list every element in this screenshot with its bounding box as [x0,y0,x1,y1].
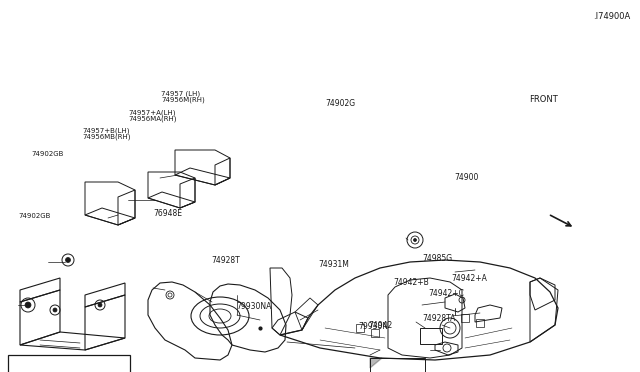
Text: FRONT: FRONT [529,95,557,104]
Text: 74902GB: 74902GB [32,151,64,157]
Bar [476,319,484,327]
Bar [461,314,469,322]
Text: 74942+A: 74942+A [451,274,487,283]
Bar [420,328,442,344]
Bar [371,329,379,337]
Text: 74942+C: 74942+C [429,289,465,298]
Text: 74957 (LH): 74957 (LH) [161,90,200,97]
Text: 74942: 74942 [368,321,392,330]
Text: 74928TA: 74928TA [422,314,456,323]
Circle shape [53,308,57,312]
Circle shape [98,303,102,307]
Text: 74956MA(RH): 74956MA(RH) [128,115,177,122]
Text: 79930N: 79930N [358,322,388,331]
Polygon shape [370,358,382,368]
Text: 74900: 74900 [454,173,479,182]
Text: 74931M: 74931M [319,260,349,269]
Bar [370,358,425,372]
Text: 76948E: 76948E [154,209,182,218]
Text: 74957+A(LH): 74957+A(LH) [128,109,175,116]
Bar [356,324,364,332]
Text: 74902G: 74902G [325,99,355,108]
Text: 79930NA: 79930NA [237,302,272,311]
Bar [8,355,130,372]
Circle shape [25,302,31,308]
Text: 74902GB: 74902GB [18,213,51,219]
Text: 74942+B: 74942+B [394,278,429,287]
Text: 74956MB(RH): 74956MB(RH) [82,134,131,140]
Text: 74957+B(LH): 74957+B(LH) [82,128,129,134]
Text: .I74900A: .I74900A [593,12,630,21]
Text: 74928T: 74928T [211,256,240,265]
Circle shape [413,238,417,241]
Text: 74956M(RH): 74956M(RH) [161,96,205,103]
Text: 74985G: 74985G [422,254,452,263]
Circle shape [65,257,70,263]
